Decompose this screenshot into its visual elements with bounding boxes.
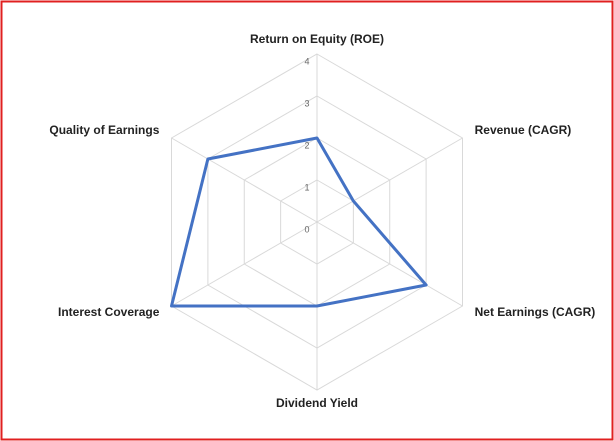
spoke	[316, 221, 463, 307]
series-line	[170, 136, 428, 308]
tick-label: 3	[304, 98, 309, 108]
category-label: Quality of Earnings	[49, 123, 159, 137]
category-label: Net Earnings (CAGR)	[475, 305, 596, 319]
category-label: Return on Equity (ROE)	[250, 32, 384, 46]
tick-label: 1	[304, 182, 309, 192]
spoke	[171, 137, 318, 223]
category-label: Interest Coverage	[58, 305, 160, 319]
tick-label: 4	[304, 56, 309, 66]
spoke	[316, 137, 463, 223]
tick-label: 2	[304, 140, 309, 150]
category-label: Dividend Yield	[276, 396, 358, 410]
category-label: Revenue (CAGR)	[475, 123, 572, 137]
tick-label: 0	[304, 224, 309, 234]
spoke	[171, 221, 318, 307]
